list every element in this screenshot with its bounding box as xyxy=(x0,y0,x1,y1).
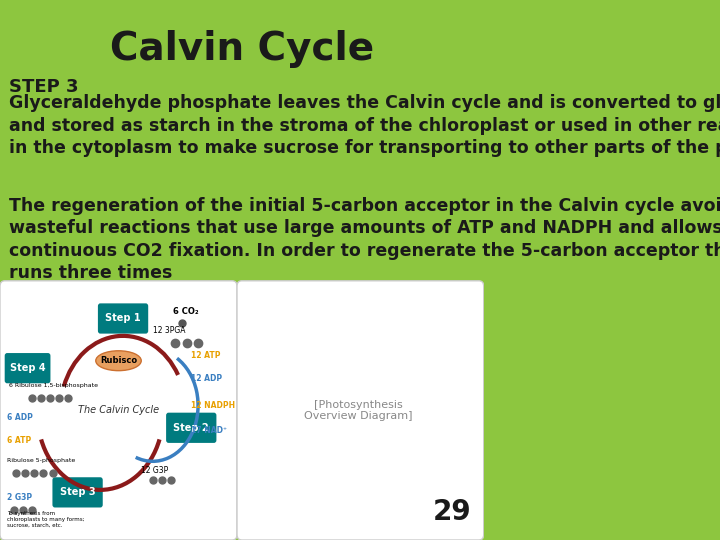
Text: 17 NAD⁺: 17 NAD⁺ xyxy=(192,426,228,435)
Text: 2 G3P: 2 G3P xyxy=(7,493,32,502)
FancyBboxPatch shape xyxy=(98,303,148,334)
Ellipse shape xyxy=(96,351,141,370)
Text: Calvin Cycle: Calvin Cycle xyxy=(109,30,374,68)
Text: Rubisco: Rubisco xyxy=(100,356,137,365)
FancyBboxPatch shape xyxy=(5,353,50,383)
Text: 12 NADPH: 12 NADPH xyxy=(192,401,235,410)
FancyBboxPatch shape xyxy=(166,413,217,443)
Text: 29: 29 xyxy=(433,498,472,526)
Text: To synthesis from
chloroplasts to many forms;
sucrose, starch, etc.: To synthesis from chloroplasts to many f… xyxy=(7,511,85,528)
Text: 6 ADP: 6 ADP xyxy=(7,413,33,422)
Text: Glyceraldehyde phosphate leaves the Calvin cycle and is converted to glucose
and: Glyceraldehyde phosphate leaves the Calv… xyxy=(9,94,720,157)
Text: Step 3: Step 3 xyxy=(60,488,95,497)
FancyBboxPatch shape xyxy=(0,281,237,540)
Text: 12 G3P: 12 G3P xyxy=(141,465,168,475)
Text: 6 Ribulose 1,5-bisphosphate: 6 Ribulose 1,5-bisphosphate xyxy=(9,383,99,388)
Text: 6 CO₂: 6 CO₂ xyxy=(173,307,199,315)
Text: 12 3PGA: 12 3PGA xyxy=(153,326,185,335)
Text: Ribulose 5-phosphate: Ribulose 5-phosphate xyxy=(7,457,76,463)
Text: Step 1: Step 1 xyxy=(105,314,141,323)
Text: Step 2: Step 2 xyxy=(174,423,209,433)
Text: The regeneration of the initial 5-carbon acceptor in the Calvin cycle avoids
was: The regeneration of the initial 5-carbon… xyxy=(9,197,720,282)
Text: 12 ADP: 12 ADP xyxy=(192,374,222,383)
Text: 6 ATP: 6 ATP xyxy=(7,436,32,445)
Text: 12 ATP: 12 ATP xyxy=(192,351,221,360)
Text: The Calvin Cycle: The Calvin Cycle xyxy=(78,406,159,415)
Text: STEP 3: STEP 3 xyxy=(9,78,78,96)
FancyBboxPatch shape xyxy=(53,477,103,508)
FancyBboxPatch shape xyxy=(237,281,484,540)
Text: [Photosynthesis
Overview Diagram]: [Photosynthesis Overview Diagram] xyxy=(304,400,412,421)
Text: Step 4: Step 4 xyxy=(10,363,45,373)
